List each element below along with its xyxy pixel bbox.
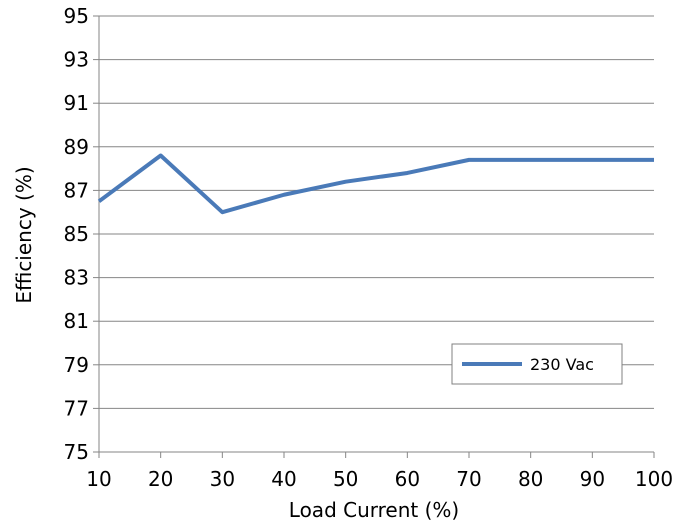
gridlines — [99, 15, 654, 453]
x-tick-label-10: 10 — [86, 467, 111, 491]
y-tick-labels: 75 77 79 81 83 85 87 89 91 93 95 — [64, 4, 89, 464]
x-tick-label-50: 50 — [333, 467, 358, 491]
y-tick-label-87: 87 — [64, 178, 89, 202]
y-tick-label-89: 89 — [64, 135, 89, 159]
x-tick-label-80: 80 — [518, 467, 543, 491]
x-tick-labels: 10 20 30 40 50 60 70 80 90 100 — [86, 467, 673, 491]
series-lines — [97, 153, 654, 215]
x-tick-label-20: 20 — [148, 467, 173, 491]
y-tick-label-91: 91 — [64, 91, 89, 115]
legend-label-230-vac: 230 Vac — [530, 355, 594, 374]
y-tick-label-75: 75 — [64, 440, 89, 464]
x-tick-label-30: 30 — [210, 467, 235, 491]
x-tick-label-90: 90 — [580, 467, 605, 491]
x-tick-label-40: 40 — [271, 467, 296, 491]
y-axis-title: Efficiency (%) — [12, 166, 36, 303]
y-tick-label-95: 95 — [64, 4, 89, 28]
x-tick-label-70: 70 — [456, 467, 481, 491]
x-tick-label-100: 100 — [635, 467, 673, 491]
y-tick-label-79: 79 — [64, 353, 89, 377]
x-tick-label-60: 60 — [395, 467, 420, 491]
y-tick-label-93: 93 — [64, 48, 89, 72]
legend: 230 Vac — [451, 343, 623, 385]
series-line-0 — [97, 153, 654, 215]
axes — [93, 15, 655, 458]
y-tick-label-81: 81 — [64, 309, 89, 333]
y-tick-label-83: 83 — [64, 266, 89, 290]
y-tick-label-85: 85 — [64, 222, 89, 246]
x-axis-title: Load Current (%) — [289, 498, 459, 522]
y-tick-label-77: 77 — [64, 396, 89, 420]
